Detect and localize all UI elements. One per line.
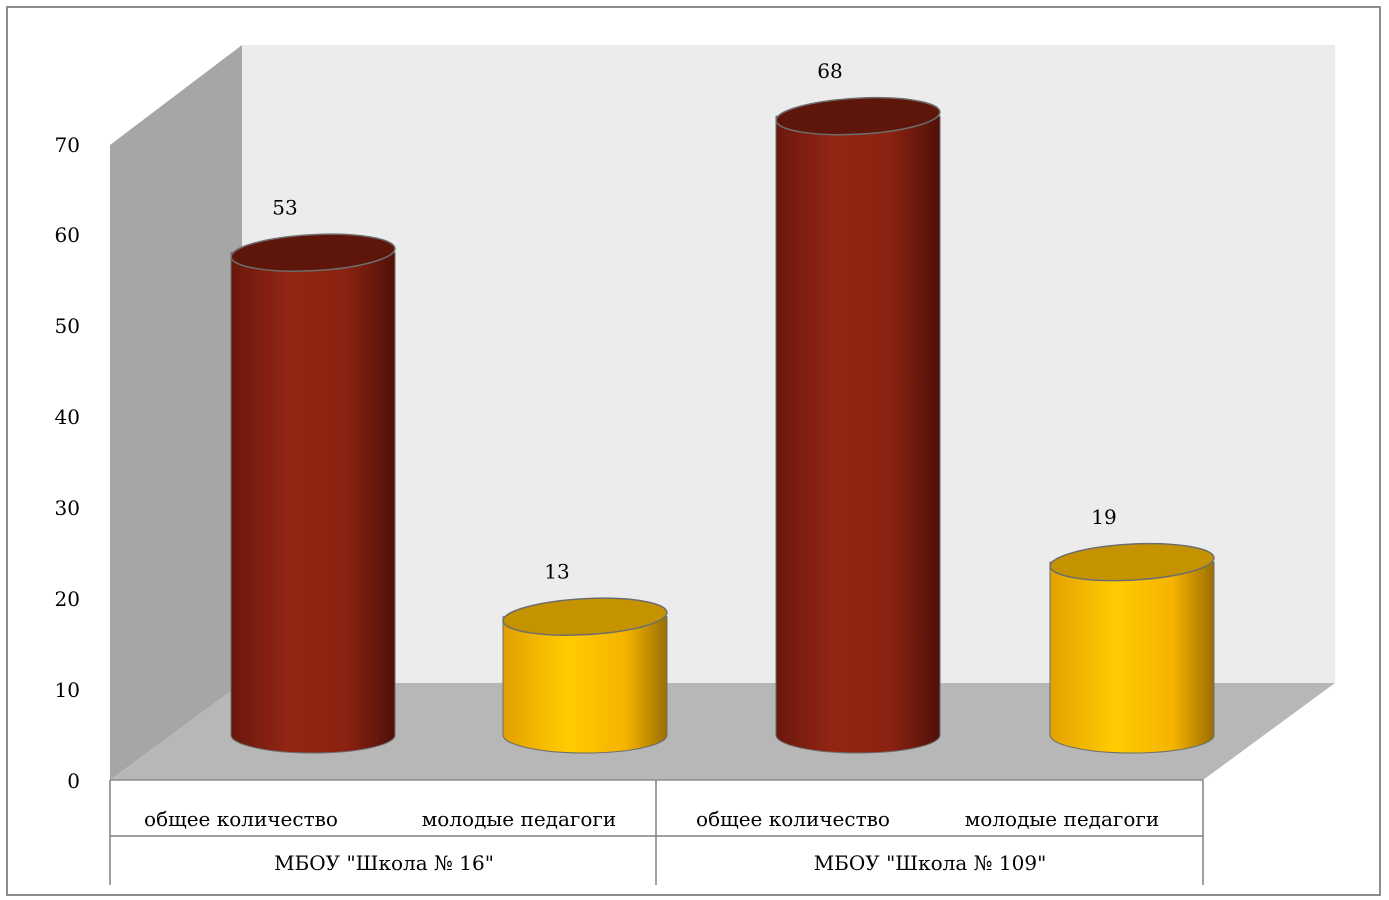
data-label: 68	[817, 59, 842, 83]
bar-top	[502, 597, 668, 636]
bar-top	[230, 233, 396, 272]
category-label: общее количество	[144, 807, 338, 831]
y-tick-label: 20	[55, 587, 80, 611]
chart-side-wall	[110, 45, 242, 780]
category-label: молодые педагоги	[422, 807, 617, 831]
category-label: молодые педагоги	[965, 807, 1160, 831]
group-label: МБОУ "Школа № 16"	[274, 851, 494, 875]
bar-body	[775, 115, 941, 754]
category-label: общее количество	[696, 807, 890, 831]
bar-body	[502, 616, 668, 754]
data-label: 19	[1091, 505, 1116, 529]
y-axis-ticks: 0 10 20 30 40 50 60 70	[55, 133, 80, 793]
category-labels: общее количество молодые педагоги общее …	[144, 807, 1159, 831]
data-label: 53	[272, 196, 297, 220]
data-labels: 53 13 68 19	[272, 59, 1116, 584]
group-label: МБОУ "Школа № 109"	[814, 851, 1047, 875]
y-tick-label: 40	[55, 405, 80, 429]
y-tick-label: 50	[55, 314, 80, 338]
chart-floor	[110, 683, 1335, 780]
bar-body	[1049, 561, 1215, 754]
category-axis	[109, 780, 1204, 885]
y-tick-label: 70	[55, 133, 80, 157]
group-labels: МБОУ "Школа № 16" МБОУ "Школа № 109"	[274, 851, 1046, 875]
data-label: 13	[544, 560, 569, 584]
y-tick-label: 30	[55, 496, 80, 520]
bar-top	[1049, 542, 1215, 582]
bar-top	[775, 96, 941, 136]
y-tick-label: 0	[67, 769, 80, 793]
bar-body	[230, 252, 396, 754]
bar-series	[230, 96, 1215, 754]
y-tick-label: 60	[55, 223, 80, 247]
y-tick-label: 10	[55, 678, 80, 702]
